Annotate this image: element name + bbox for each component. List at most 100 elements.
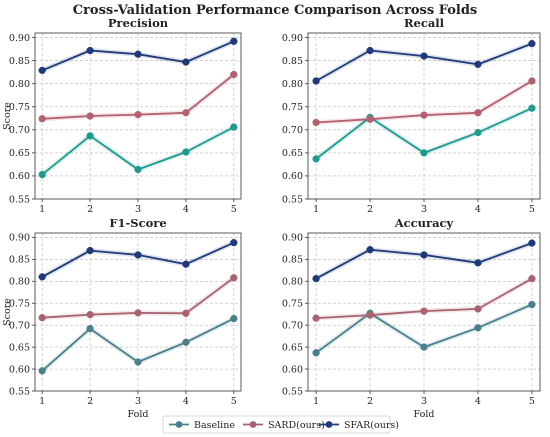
data-point xyxy=(420,343,428,351)
legend-swatch-marker xyxy=(249,421,257,428)
data-point xyxy=(86,46,94,55)
y-tick-label: 0.55 xyxy=(282,194,303,205)
x-tick-label: 2 xyxy=(367,396,373,407)
data-point xyxy=(86,246,94,255)
data-point xyxy=(366,311,374,319)
data-point xyxy=(420,307,428,315)
data-point xyxy=(38,115,46,123)
data-point xyxy=(366,115,374,123)
data-point xyxy=(134,165,142,174)
data-point xyxy=(86,132,94,140)
chart-panel-3: Accuracy 0.55 0.60 0.65 0.70 0.75 0.80 0.85 0.90… xyxy=(282,216,541,420)
panel-title: F1-Score xyxy=(109,216,166,230)
legend-box xyxy=(162,415,391,434)
data-point xyxy=(528,39,536,48)
data-point xyxy=(134,110,142,119)
data-point xyxy=(366,46,374,55)
y-axis-label: Score xyxy=(2,102,13,130)
x-tick-label: 1 xyxy=(313,396,319,407)
data-point xyxy=(312,274,320,283)
y-tick-label: 0.75 xyxy=(282,102,303,113)
x-tick-label: 3 xyxy=(135,204,141,215)
y-tick-label: 0.80 xyxy=(282,79,303,90)
data-point xyxy=(312,77,320,85)
data-point xyxy=(86,310,94,319)
data-point xyxy=(420,251,428,259)
x-tick-label: 4 xyxy=(475,204,481,215)
data-point xyxy=(474,324,482,332)
y-tick-label: 0.60 xyxy=(282,364,303,375)
data-point xyxy=(182,309,190,317)
legend-label: Baseline xyxy=(194,420,235,431)
y-tick-label: 0.70 xyxy=(9,320,30,331)
x-tick-label: 5 xyxy=(231,204,237,215)
data-point xyxy=(230,70,238,79)
panel-title: Accuracy xyxy=(394,216,454,230)
chart-panels: Precision 0.55 0.60 0.65 0.70 0.75 0.80 0.85 0.9… xyxy=(2,16,541,420)
data-point xyxy=(182,260,190,268)
panel-title: Precision xyxy=(108,16,169,30)
data-point xyxy=(420,111,428,119)
x-tick-label: 5 xyxy=(529,396,535,407)
x-tick-label: 3 xyxy=(421,396,427,407)
data-point xyxy=(134,309,142,317)
data-point xyxy=(366,246,374,254)
x-tick-label: 2 xyxy=(87,204,93,215)
data-point xyxy=(230,239,238,247)
data-point xyxy=(86,112,94,120)
y-tick-label: 0.55 xyxy=(9,386,30,397)
legend: Baseline SARD(ours) SFAR(ours) xyxy=(162,415,399,434)
legend-label: SFAR(ours) xyxy=(344,420,399,431)
y-tick-label: 0.65 xyxy=(282,342,303,353)
y-tick-label: 0.90 xyxy=(9,33,30,44)
data-point xyxy=(312,349,320,357)
data-point xyxy=(528,274,536,283)
data-point xyxy=(182,58,190,66)
data-point xyxy=(420,149,428,157)
figure-title: Cross-Validation Performance Comparison … xyxy=(73,3,478,18)
data-point xyxy=(182,148,190,156)
x-axis-label: Fold xyxy=(128,409,149,420)
y-tick-label: 0.70 xyxy=(282,320,303,331)
y-tick-label: 0.85 xyxy=(282,56,303,67)
y-tick-label: 0.85 xyxy=(9,255,30,266)
y-tick-label: 0.90 xyxy=(282,33,303,44)
data-point xyxy=(474,109,482,117)
data-point xyxy=(134,358,142,366)
data-point xyxy=(528,300,536,309)
data-point xyxy=(474,60,482,69)
y-tick-label: 0.65 xyxy=(9,342,30,353)
data-point xyxy=(182,338,190,346)
data-point xyxy=(38,66,46,74)
x-tick-label: 5 xyxy=(231,396,237,407)
data-point xyxy=(230,37,238,45)
y-tick-label: 0.80 xyxy=(9,79,30,90)
chart-panel-1: Recall 0.55 0.60 0.65 0.70 0.75 0.80 0.85 0.90 1 2… xyxy=(282,16,541,215)
y-tick-label: 0.70 xyxy=(9,125,30,136)
y-tick-label: 0.60 xyxy=(9,171,30,182)
x-tick-label: 4 xyxy=(183,204,189,215)
data-point xyxy=(230,314,238,323)
x-tick-label: 4 xyxy=(183,396,189,407)
chart-panel-2: F1-Score 0.55 0.60 0.65 0.70 0.75 0.80 0.85 0.90… xyxy=(2,216,242,420)
data-point xyxy=(134,251,142,259)
y-tick-label: 0.65 xyxy=(282,148,303,159)
y-tick-label: 0.60 xyxy=(9,364,30,375)
data-point xyxy=(312,155,320,163)
x-tick-label: 4 xyxy=(475,396,481,407)
legend-swatch-marker xyxy=(325,421,333,428)
data-point xyxy=(312,118,320,127)
data-point xyxy=(312,314,320,322)
y-tick-label: 0.75 xyxy=(9,299,30,310)
y-tick-label: 0.90 xyxy=(9,233,30,244)
y-tick-label: 0.55 xyxy=(9,194,30,205)
x-tick-label: 3 xyxy=(135,396,141,407)
x-tick-label: 5 xyxy=(529,204,535,215)
y-tick-label: 0.90 xyxy=(282,233,303,244)
x-tick-label: 1 xyxy=(313,204,319,215)
data-point xyxy=(230,123,238,131)
y-tick-label: 0.65 xyxy=(9,148,30,159)
data-point xyxy=(528,77,536,85)
x-tick-label: 1 xyxy=(39,204,45,215)
